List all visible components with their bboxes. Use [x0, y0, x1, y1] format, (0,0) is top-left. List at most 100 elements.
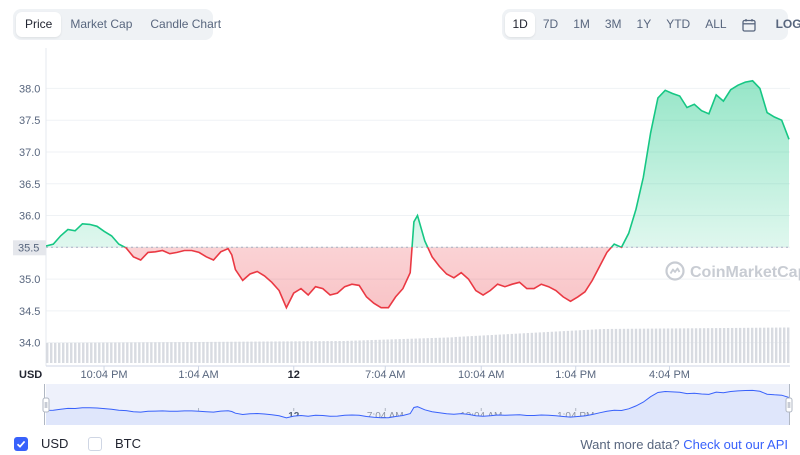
usd-toggle[interactable]: USD: [14, 436, 68, 451]
volume-bar: [114, 342, 117, 363]
volume-bar: [658, 328, 662, 363]
volume-bar: [238, 341, 241, 363]
range-7d[interactable]: 7D: [542, 17, 559, 31]
volume-bar: [202, 341, 205, 363]
volume-bar: [146, 342, 149, 363]
volume-bar: [426, 338, 429, 363]
range-1m[interactable]: 1M: [573, 17, 590, 31]
range-1d[interactable]: 1D: [505, 12, 536, 37]
volume-bar: [778, 327, 782, 363]
range-1y[interactable]: 1Y: [636, 17, 652, 31]
volume-bar: [482, 335, 485, 363]
y-tick-label: 35.0: [19, 274, 40, 286]
usd-checkbox[interactable]: [14, 436, 28, 451]
tab-market-cap[interactable]: Market Cap: [70, 17, 133, 31]
volume-bar: [522, 333, 526, 363]
svg-text:35.5: 35.5: [18, 242, 39, 254]
volume-bar: [382, 339, 385, 363]
volume-bar: [566, 330, 570, 363]
volume-bar: [594, 329, 598, 363]
volume-bar: [542, 332, 546, 363]
volume-bar: [302, 341, 305, 363]
volume-bar: [54, 342, 57, 363]
volume-bar: [774, 327, 778, 363]
volume-bar: [662, 328, 666, 363]
volume-bar: [494, 334, 498, 363]
range-3m[interactable]: 3M: [604, 17, 622, 31]
volume-bar: [358, 340, 361, 363]
volume-bar: [762, 327, 766, 363]
volume-bar: [578, 330, 582, 363]
volume-bar: [378, 339, 381, 363]
btc-toggle[interactable]: BTC: [88, 436, 141, 451]
volume-bar: [286, 341, 289, 363]
volume-bar: [630, 328, 634, 363]
volume-bar: [610, 328, 614, 363]
date-picker-button[interactable]: [734, 12, 764, 37]
x-tick-label: 1:04 AM: [178, 369, 218, 381]
range-ytd[interactable]: YTD: [666, 17, 691, 31]
volume-bar: [430, 338, 433, 363]
price-chart[interactable]: 38.0 37.5 37.0 36.5 36.0 35.5 35.0 34.5 34.0 10:…: [0, 48, 800, 384]
volume-bar: [590, 329, 594, 363]
x-axis-ticks: 10:04 PM 1:04 AM 12 7:04 AM 10:04 AM 1:04 PM 4…: [80, 366, 690, 381]
current-price-marker: 35.5: [13, 240, 46, 256]
volume-bar: [770, 327, 774, 363]
volume-bar: [334, 341, 337, 363]
y-tick-label: 37.0: [19, 147, 40, 159]
volume-bar: [450, 337, 453, 363]
volume-bar: [758, 327, 762, 363]
volume-bar: [158, 342, 161, 363]
volume-bar: [486, 335, 489, 363]
volume-bar: [106, 342, 109, 363]
volume-bar: [558, 331, 562, 363]
volume-bar: [734, 327, 738, 363]
time-range-tabs: 1D 7D 1M 3M 1Y YTD ALL LOG: [502, 9, 800, 40]
volume-bar: [402, 338, 405, 363]
volume-bar: [726, 327, 730, 363]
volume-bar: [582, 330, 586, 363]
navigator-right-handle[interactable]: [785, 397, 793, 413]
log-scale-toggle[interactable]: LOG: [775, 17, 800, 31]
volume-bar: [94, 342, 97, 363]
x-tick-label: 12: [288, 369, 300, 381]
volume-bar: [782, 327, 786, 363]
price-line-down: [123, 247, 623, 310]
volume-bar: [514, 333, 518, 363]
watermark: CoinMarketCap: [665, 261, 800, 281]
y-tick-label: 34.0: [19, 338, 40, 350]
volume-bar: [198, 341, 201, 363]
volume-bar: [226, 341, 229, 363]
volume-bar: [634, 328, 638, 363]
volume-bar: [686, 328, 690, 363]
btc-checkbox[interactable]: [88, 436, 102, 451]
volume-bar: [622, 328, 626, 363]
volume-bar: [602, 328, 606, 363]
volume-bar: [306, 341, 309, 363]
nav-tick-label: 7:04 AM: [367, 411, 404, 422]
volume-bar: [766, 327, 770, 363]
volume-bar: [278, 341, 281, 363]
volume-bar: [254, 341, 257, 363]
tab-price[interactable]: Price: [16, 12, 62, 37]
tab-candle-chart[interactable]: Candle Chart: [150, 17, 222, 31]
volume-bar: [682, 328, 686, 363]
volume-bar: [354, 340, 357, 363]
volume-bar: [346, 340, 349, 363]
volume-bar: [642, 328, 646, 363]
volume-bar: [126, 342, 129, 363]
volume-bar: [646, 328, 650, 363]
volume-bar: [394, 339, 397, 363]
navigator-left-handle[interactable]: [42, 397, 50, 413]
volume-bar: [678, 328, 682, 363]
volume-bar: [570, 330, 574, 363]
volume-bar: [222, 341, 225, 363]
volume-bar: [386, 339, 389, 363]
volume-bar: [706, 328, 710, 363]
volume-bar: [750, 327, 754, 363]
volume-bar: [618, 328, 622, 363]
api-link[interactable]: Check out our API: [683, 437, 788, 452]
range-all[interactable]: ALL: [705, 17, 727, 31]
volume-bar: [498, 334, 502, 363]
